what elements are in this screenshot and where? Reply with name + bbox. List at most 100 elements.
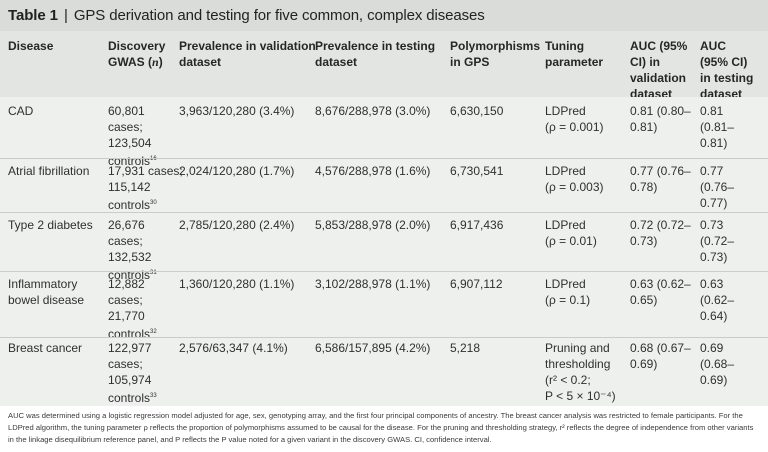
reference-superscript: 30 [150,200,157,206]
auc-line: 0.69) [700,373,728,387]
discovery-line: 17,931 cases; [108,164,183,178]
auc-line: 0.65) [630,293,658,307]
title-separator: | [63,7,68,24]
header-poly-line1: Polymorphisms [450,39,541,53]
cell-discovery: 60,801 cases; 123,504 controls16 [108,103,157,169]
discovery-line: controls16 [108,151,157,169]
header-polymorphisms: Polymorphisms in GPS [450,38,540,70]
cell-polymorphisms: 6,917,436 [450,218,504,232]
reference-superscript: 32 [150,329,157,335]
header-tuning: Tuning parameter [545,38,603,70]
cell-auc-validation: 0.81 (0.80– 0.81) [630,103,691,135]
disease-line: Breast cancer [8,341,83,355]
header-auc-valid: AUC (95% CI) in validation dataset [630,38,687,102]
tuning-line: (ρ = 0.01) [545,234,597,248]
auc-line: 0.77 (0.76– [630,164,691,178]
auc-line: (0.76– [700,180,735,194]
header-prev-test-line2: dataset [315,55,358,69]
cell-disease: Inflammatory bowel disease [8,276,84,308]
discovery-line: cases; [108,357,143,371]
header-auc-test-line1: AUC [700,39,726,53]
header-auc-test-line2: (95% CI) [700,55,748,69]
cell-auc-validation: 0.77 (0.76– 0.78) [630,163,691,195]
cell-discovery: 122,977 cases; 105,974 controls33 [108,340,157,406]
table-header: Disease Discovery GWAS (n) Prevalence in… [0,31,768,101]
cell-auc-validation: 0.72 (0.72– 0.73) [630,217,691,249]
cell-auc-validation: 0.68 (0.67– 0.69) [630,340,691,372]
auc-line: 0.81 (0.80– [630,104,691,118]
header-discovery: Discovery GWAS (n) [108,38,165,70]
auc-line: 0.68 (0.67– [630,341,691,355]
header-disease-label: Disease [8,39,54,53]
table-caption: GPS derivation and testing for five comm… [73,7,485,24]
header-discovery-close: ) [158,55,163,69]
cell-tuning: LDPred (ρ = 0.01) [545,217,597,249]
disease-line: CAD [8,104,34,118]
cell-prevalence-validation: 2,785/120,280 (2.4%) [179,218,295,232]
tuning-line: (r² < 0.2; [545,373,591,387]
discovery-line: 122,977 [108,341,152,355]
auc-line: 0.77) [700,196,728,210]
discovery-controls: controls [108,391,151,405]
cell-prevalence-validation: 2,576/63,347 (4.1%) [179,341,288,355]
auc-line: 0.63 [700,277,724,291]
header-prev-test-line1: Prevalence in testing [315,39,436,53]
tuning-line: (ρ = 0.003) [545,180,604,194]
cell-auc-testing: 0.63 (0.62– 0.64) [700,276,734,324]
table-body: CAD 60,801 cases; 123,504 controls16 3,9… [0,97,768,406]
cell-tuning: LDPred (ρ = 0.001) [545,103,604,135]
header-prev-valid-line2: dataset [179,55,222,69]
header-discovery-line2: GWAS (n) [108,54,165,70]
cell-tuning: LDPred (ρ = 0.003) [545,163,604,195]
discovery-line: 26,676 [108,218,145,232]
auc-line: 0.72 (0.72– [630,218,691,232]
discovery-controls: controls [108,327,151,341]
header-auc-valid-line1: AUC (95% [630,39,688,53]
cell-prevalence-validation: 2,024/120,280 (1.7%) [179,164,295,178]
disease-line: bowel disease [8,293,85,307]
auc-line: 0.64) [700,309,728,323]
reference-superscript: 33 [150,393,157,399]
table-footnote: AUC was determined using a logistic regr… [8,411,754,444]
cell-auc-testing: 0.69 (0.68– 0.69) [700,340,734,388]
tuning-line: LDPred [545,104,586,118]
discovery-line: controls30 [108,195,183,213]
cell-prevalence-testing: 6,586/157,895 (4.2%) [315,341,431,355]
discovery-line: 132,532 [108,250,152,264]
discovery-line: 21,770 [108,309,145,323]
auc-line: (0.68– [700,357,735,371]
header-poly-line2: in GPS [450,55,490,69]
cell-disease: Atrial fibrillation [8,163,89,179]
cell-discovery: 26,676 cases; 132,532 controls31 [108,217,157,283]
auc-line: 0.69) [630,357,658,371]
header-auc-test: AUC (95% CI) in testing dataset [700,38,753,102]
discovery-controls: controls [108,154,151,168]
cell-prevalence-validation: 1,360/120,280 (1.1%) [179,277,295,291]
reference-superscript: 16 [150,156,157,162]
auc-line: (0.81– [700,120,735,134]
discovery-line: 123,504 [108,136,152,150]
header-discovery-text: GWAS ( [108,55,152,69]
cell-auc-validation: 0.63 (0.62– 0.65) [630,276,691,308]
disease-line: Inflammatory [8,277,78,291]
auc-line: 0.78) [630,180,658,194]
discovery-controls: controls [108,198,151,212]
cell-auc-testing: 0.77 (0.76– 0.77) [700,163,734,211]
cell-discovery: 12,882 cases; 21,770 controls32 [108,276,157,342]
header-discovery-line1: Discovery [108,39,166,53]
auc-line: 0.73) [700,250,728,264]
discovery-line: cases; [108,293,143,307]
header-prev-valid: Prevalence in validation dataset [179,38,316,70]
header-auc-valid-line2: CI) in [630,55,660,69]
row-divider [0,212,768,213]
cell-discovery: 17,931 cases; 115,142 controls30 [108,163,183,213]
tuning-line: thresholding [545,357,611,371]
table-title-bar: Table 1 | GPS derivation and testing for… [0,0,768,31]
auc-line: 0.73) [630,234,658,248]
header-tuning-line2: parameter [545,55,604,69]
cell-polymorphisms: 6,907,112 [450,277,503,291]
cell-auc-testing: 0.73 (0.72– 0.73) [700,217,734,265]
reference-superscript: 31 [150,270,157,276]
discovery-line: 60,801 [108,104,145,118]
row-divider [0,337,768,338]
